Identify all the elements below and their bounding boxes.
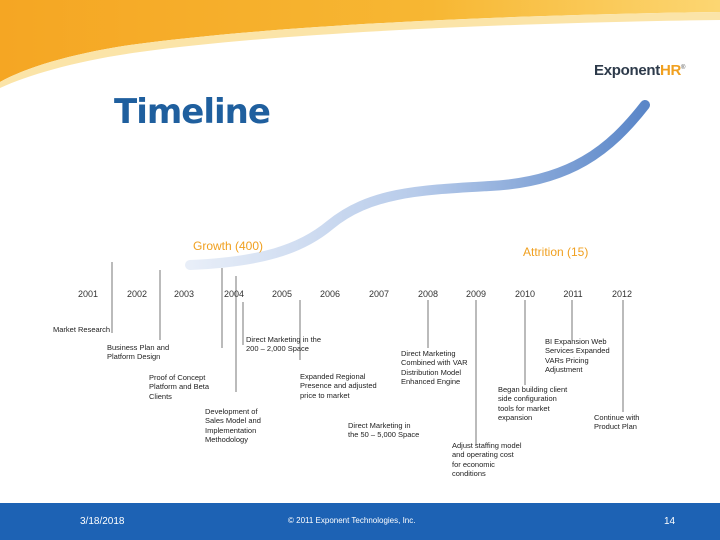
year-label: 2009 [465,289,487,299]
event-direct-marketing-var: Direct Marketing Combined with VAR Distr… [401,349,468,387]
year-label: 2011 [563,289,583,299]
footer-bar [0,503,720,540]
year-label: 2007 [368,289,390,299]
year-label: 2010 [514,289,536,299]
year-label: 2006 [319,289,341,299]
footer-date: 3/18/2018 [80,516,125,527]
year-label: 2012 [611,289,633,299]
event-expanded-regional: Expanded Regional Presence and adjusted … [300,372,377,400]
growth-curve [185,100,650,270]
growth-label: Growth (400) [193,239,264,253]
event-business-plan: Business Plan and Platform Design [107,343,170,362]
year-label: 2008 [417,289,439,299]
page-number: 14 [664,516,676,527]
event-proof-of-concept: Proof of Concept Platform and Beta Clien… [149,373,210,401]
header-swoosh [0,0,720,88]
slide-title: Timeline [114,92,271,132]
event-began-building: Began building client side configuration… [498,385,568,423]
year-label: 2005 [271,289,293,299]
attrition-label: Attrition (15) [523,245,589,259]
event-adjust-staffing: Adjust staffing model and operating cost… [452,441,522,479]
event-direct-marketing-200: Direct Marketing in the 200 – 2,000 Spac… [246,335,322,354]
event-development: Development of Sales Model and Implement… [205,407,261,445]
event-market-research: Market Research [53,325,111,334]
year-label: 2001 [77,289,99,299]
year-label: 2002 [126,289,148,299]
timeline-lines [111,262,624,445]
year-label: 2003 [173,289,195,299]
year-label: 2004 [223,289,245,299]
event-direct-marketing-50: Direct Marketing in the 50 – 5,000 Space [348,421,420,440]
company-logo: ExponentHR® [594,62,686,79]
footer-copyright: © 2011 Exponent Technologies, Inc. [288,516,416,525]
event-continue-product: Continue with Product Plan [594,413,640,432]
event-bi-expansion: BI Expansion Web Services Expanded VARs … [545,337,610,375]
